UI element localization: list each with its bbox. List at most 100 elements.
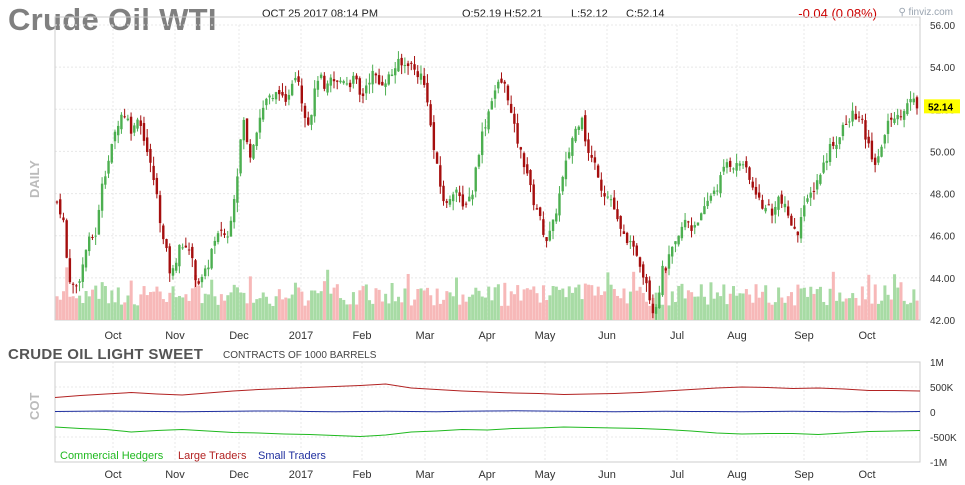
volume-bar [364,284,368,320]
candle-body [113,131,117,142]
candle-body [155,177,159,195]
volume-bar [355,304,359,320]
volume-bar [493,287,497,320]
volume-bar [313,290,317,320]
volume-bar [432,305,436,320]
volume-bar [358,290,362,320]
volume-bar [387,303,391,320]
volume-bar [132,304,136,320]
volume-bar [674,302,678,320]
candle-body [258,117,262,133]
volume-bar [78,295,82,320]
candle-body [500,78,503,83]
volume-bar [796,284,800,320]
volume-bar [464,301,468,320]
candle-body [104,176,107,185]
volume-bar [703,296,707,320]
volume-bar [116,287,120,320]
volume-bar [139,294,143,320]
volume-bar [628,291,632,320]
candle-body [542,219,545,235]
volume-bar [216,304,220,320]
volume-bar [467,296,471,320]
candle-body [722,166,725,172]
volume-bar [838,292,842,320]
volume-bar [326,269,330,320]
candle-body [687,221,690,223]
candle-body [136,119,139,129]
volume-bar [632,271,636,320]
volume-bar [738,293,742,320]
volume-bar [558,289,562,320]
candle-body [799,217,803,239]
volume-bar [767,302,771,320]
finviz-logo[interactable]: ⚲ finviz.com [898,7,953,18]
candle-body [555,213,558,222]
candle-body [461,194,465,207]
candle-body [506,85,510,101]
volume-bar [371,303,375,320]
volume-bar [361,286,365,320]
volume-bar [516,285,520,320]
volume-bar [860,286,864,320]
cot-x-tick-label: Apr [478,469,495,481]
candle-body [397,58,400,72]
volume-bar [406,273,410,320]
candle-body [825,160,829,163]
candle-body [474,167,477,192]
volume-bar [606,272,610,320]
volume-bar [744,289,748,320]
volume-bar [339,298,343,320]
candle-body [761,199,764,209]
volume-bar [297,287,301,320]
candle-body [171,268,175,276]
candle-body [645,276,648,284]
volume-bar [896,287,900,320]
volume-bar [110,290,114,320]
cot-x-axis: Oct Nov Dec 2017 Feb Mar Apr May Jun Jul Aug Sep Oct [104,469,875,481]
candle-body [200,276,204,283]
volume-bar [448,292,452,320]
candle-body [538,207,542,216]
volume-bar [194,275,198,320]
candle-body [519,147,523,150]
candle-body [439,165,442,187]
cot-x-tick-label: Oct [104,469,121,481]
volume-bar [281,299,285,320]
volume-bar [590,285,594,320]
candle-body [890,117,893,120]
volume-bar [74,298,78,320]
volume-bar [525,288,529,320]
volume-bar [670,291,674,320]
volume-bar [835,300,839,320]
volume-bar [316,293,320,320]
volume-bar [149,292,153,320]
candle-body [239,139,242,174]
volume-bar [264,296,268,320]
volume-bar [142,286,146,320]
volume-bar [773,302,777,320]
candle-body [451,194,455,202]
volume-bar [287,298,291,320]
volume-bar [554,286,558,320]
volume-bar [368,300,372,320]
candle-body [632,240,635,247]
candle-body [71,283,75,285]
candle-body [323,75,326,89]
cot-series-line [54,410,921,413]
candle-body [780,194,783,204]
candle-body [848,121,851,123]
volume-bar [500,305,504,320]
volume-bar [168,292,172,320]
volume-bar [741,293,745,320]
volume-bar [603,291,607,320]
volume-bar [831,271,835,320]
price-tick-label: 44.00 [930,274,955,285]
volume-bar [764,285,768,320]
candle-body [567,152,571,159]
candle-body [674,241,677,245]
candle-body [783,203,787,208]
candle-body [867,136,870,144]
candle-body [873,157,877,165]
volume-bar [480,296,484,320]
